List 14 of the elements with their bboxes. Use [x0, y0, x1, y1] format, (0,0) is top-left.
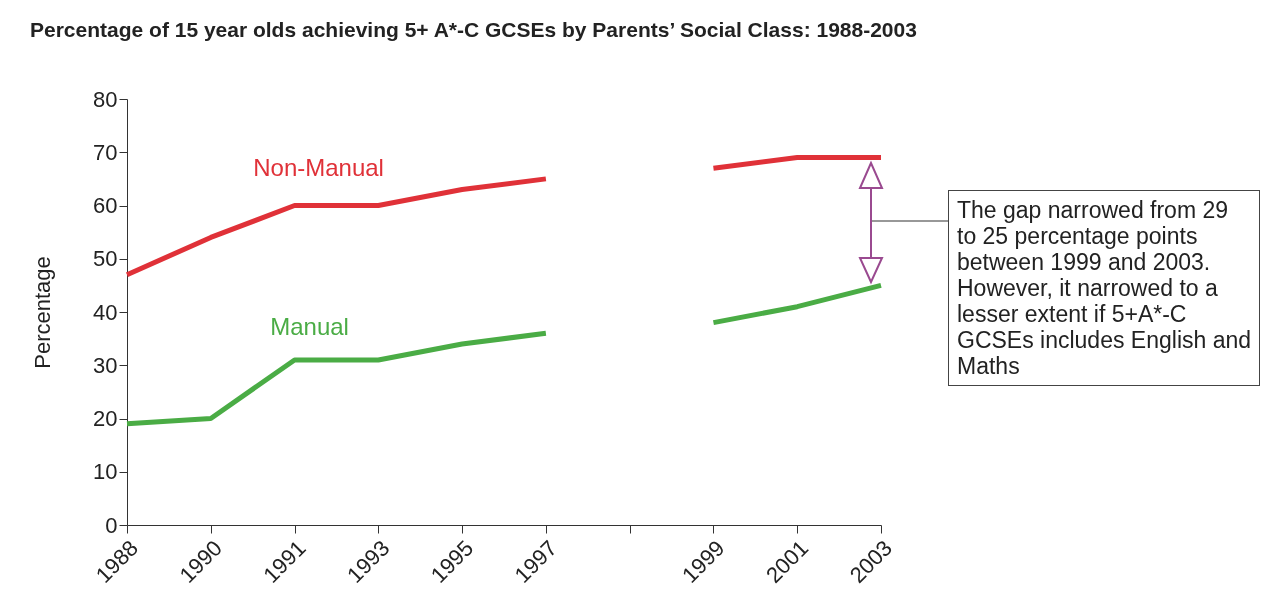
- series-label: Manual: [270, 312, 349, 340]
- text: The gap narrowed from 29 to 25 percentage points between 1999 and 2003. However, it narrowed to a lesser extent if 5+A*-C GCSEs includes English and Maths: [948, 190, 1260, 386]
- y-tick-label: 30: [93, 352, 118, 378]
- y-tick-label: 80: [93, 86, 118, 112]
- y-tick-label: 60: [93, 193, 118, 218]
- y-tick-label: 70: [93, 139, 118, 165]
- y-tick-label: 10: [93, 459, 118, 485]
- chart-title: Percentage of 15 year olds achieving 5+ A*-C GCSEs by Parents’ Social Class: 1988-2003: [30, 18, 917, 41]
- y-tick-label: 40: [93, 299, 118, 325]
- y-tick-label: 0: [105, 512, 118, 538]
- series-label: Non-Manual: [253, 153, 384, 181]
- y-tick-label: 20: [93, 406, 118, 431]
- y-tick-label: 50: [93, 246, 118, 272]
- y-axis-title: Percentage: [30, 256, 56, 369]
